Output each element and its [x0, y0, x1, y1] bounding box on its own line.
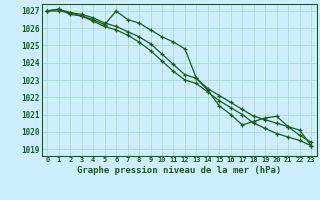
X-axis label: Graphe pression niveau de la mer (hPa): Graphe pression niveau de la mer (hPa): [77, 166, 281, 175]
